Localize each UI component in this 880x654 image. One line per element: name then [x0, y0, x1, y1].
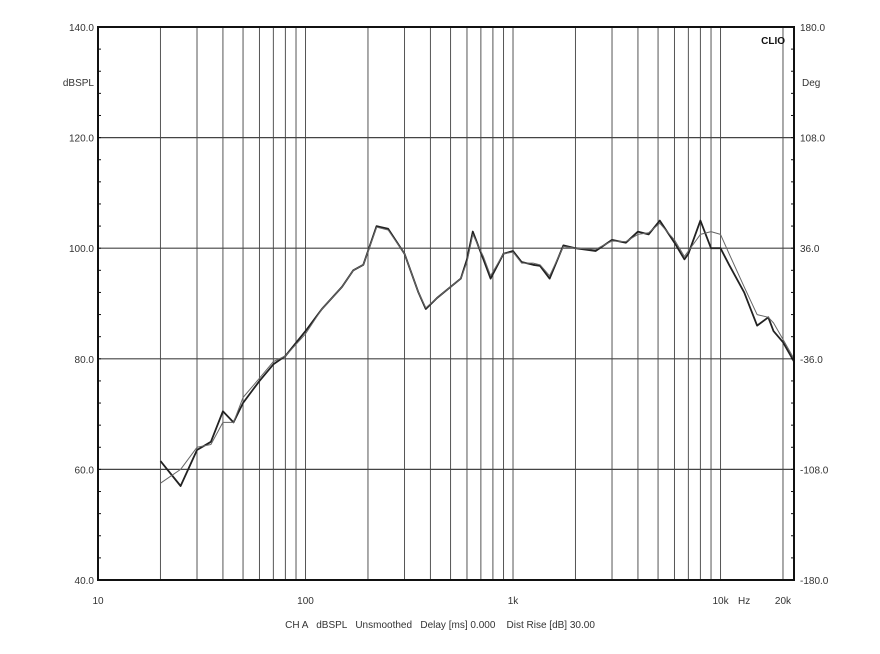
y-tick-label: 40.0 [75, 576, 95, 587]
y-axis-label: dBSPL [63, 78, 95, 89]
x-tick-label: 10 [92, 596, 104, 607]
series-line-thin [160, 222, 795, 484]
y-tick-label: 80.0 [75, 355, 95, 366]
y-right-tick-label: -108.0 [800, 465, 829, 476]
y-right-tick-label: 180.0 [800, 23, 825, 34]
x-tick-label: 10k [712, 596, 729, 607]
axis-labels: 140.0 120.0 100.0 80.0 60.0 40.0 180.0 108.0 36.… [69, 23, 829, 607]
x-tick-label: 100 [297, 596, 314, 607]
y-tick-label: 140.0 [69, 23, 94, 34]
y-tick-label: 120.0 [69, 134, 94, 145]
series-line-thick [159, 219, 795, 487]
x-tick-label: 1k [508, 596, 520, 607]
plot-border [97, 26, 795, 581]
grid [98, 27, 794, 580]
y-right-axis-label: Deg [802, 78, 820, 89]
x-unit-label: Hz [738, 596, 750, 607]
plot-frame [97, 26, 795, 581]
y-tick-label: 100.0 [69, 244, 94, 255]
y-tick-label: 60.0 [75, 465, 95, 476]
y-right-tick-label: 36.0 [800, 244, 820, 255]
y-right-tick-label: -180.0 [800, 576, 829, 587]
x-tick-label: 20k [775, 596, 792, 607]
curves [159, 219, 795, 487]
footer-text: CH A dBSPL Unsmoothed Delay [ms] 0.000 D… [285, 620, 595, 631]
brand-label: CLIO [761, 36, 785, 47]
y-right-tick-label: 108.0 [800, 134, 825, 145]
y-right-tick-label: -36.0 [800, 355, 823, 366]
